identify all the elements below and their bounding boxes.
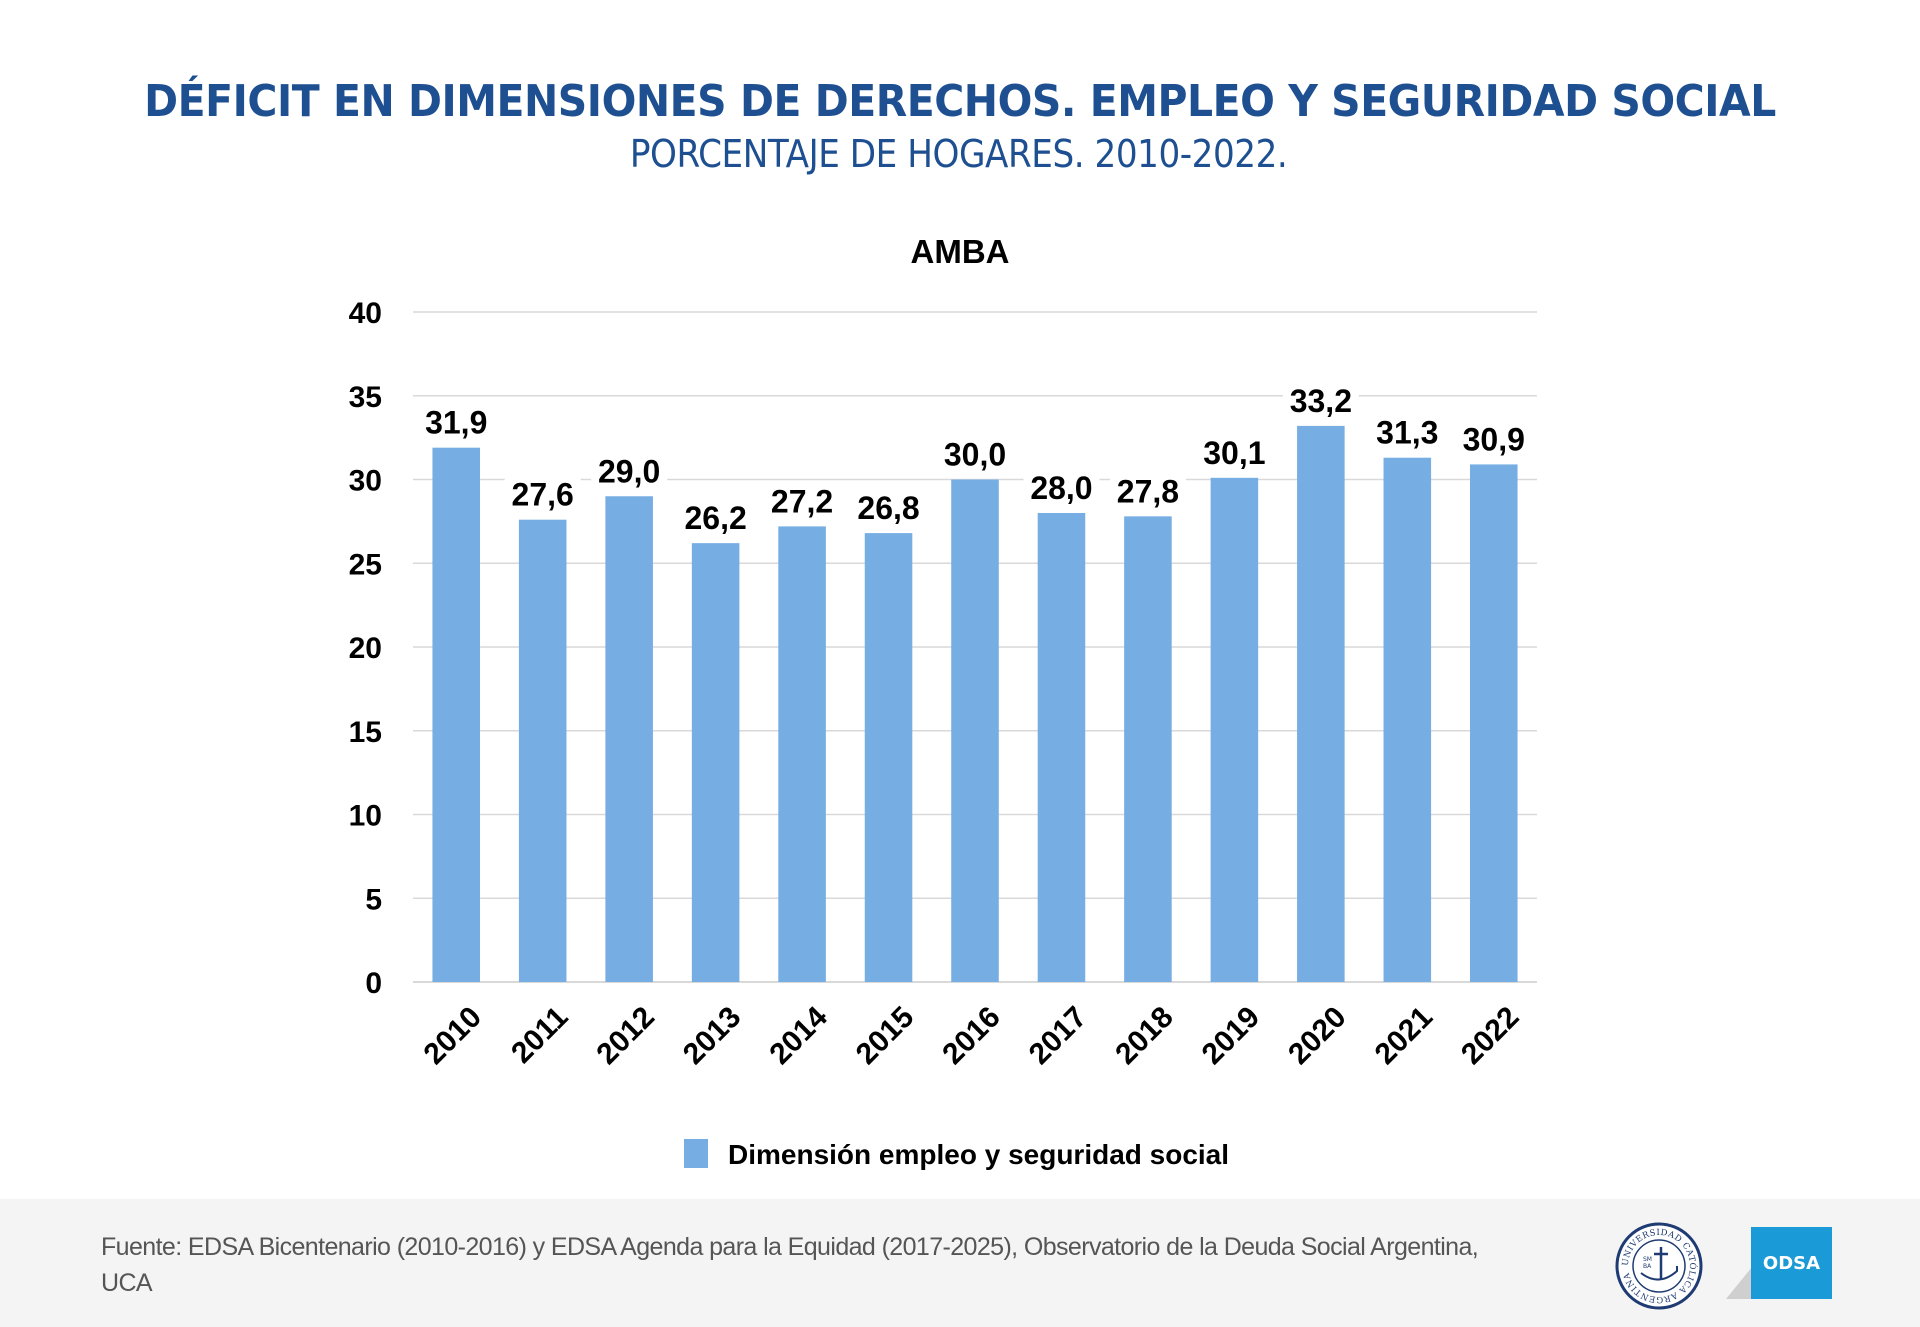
data-label-bg [1369,415,1446,448]
x-tick-label: 2015 [850,1000,921,1071]
data-label: 31,3 [1376,415,1438,451]
data-label-bg [1196,435,1273,468]
page-subtitle: PORCENTAJE DE HOGARES. 2010-2022. [629,132,1288,176]
page-title: DÉFICIT EN DIMENSIONES DE DERECHOS. EMPL… [144,76,1776,127]
bars [432,425,1518,983]
legend-swatch [684,1139,708,1168]
data-label-bg [1023,471,1100,503]
data-label: 31,9 [425,405,487,441]
bar-2016 [951,479,999,982]
data-label-bg [850,491,927,524]
bar-2010 [432,447,481,982]
y-tick-label: 40 [349,297,382,330]
y-tick-label: 25 [349,548,382,581]
bar-2017 [1037,513,1086,982]
uca-inner-text-1: SM [1643,1256,1652,1263]
bar-2018 [1124,516,1172,982]
bar-2021 [1383,457,1432,983]
bar-2012 [605,496,653,982]
data-label: 33,2 [1290,383,1352,419]
odsa-logo-shadow [1726,1267,1752,1299]
y-tick-label: 10 [349,800,382,833]
data-label-bg [418,405,495,438]
data-label-bg [1109,474,1186,507]
chart-title: AMBA [911,233,1010,270]
y-tick-label: 5 [365,883,382,916]
data-label: 27,8 [1117,473,1179,509]
uca-seal-icon: UNIVERSIDAD CATÓLICA ARGENTINA SM BA [1615,1222,1703,1310]
x-tick-label: 2014 [763,1000,834,1071]
x-tick-label: 2010 [417,1000,488,1071]
x-tick-label: 2022 [1455,1000,1526,1071]
x-tick-label: 2011 [505,1000,574,1069]
bar-2014 [778,526,826,982]
bar-2022 [1469,464,1518,982]
data-label-bg [764,484,841,517]
bar-2011 [518,519,567,982]
bar-2013 [691,543,740,982]
y-tick-label: 30 [349,465,382,498]
x-tick-label: 2017 [1023,1000,1094,1071]
legend-label: Dimensión empleo y seguridad social [728,1139,1229,1170]
data-label: 28,0 [1030,470,1092,506]
data-label: 30,9 [1463,421,1525,457]
x-tick-label: 2013 [677,1000,748,1071]
footer: Fuente: EDSA Bicentenario (2010-2016) y … [0,1199,1920,1327]
data-label: 27,6 [512,477,574,513]
data-label-bg [504,477,581,510]
bar-2019 [1210,477,1259,982]
data-label: 26,8 [857,490,919,526]
x-tick-label: 2012 [590,1000,661,1071]
x-axis: 2010 2011 2012 2013 2014 2015 2016 2017 2018 2019… [417,1000,1525,1071]
y-axis: 0 5 10 15 20 25 30 35 40 [349,297,382,1000]
odsa-logo: ODSA [1726,1227,1836,1307]
y-tick-label: 20 [349,632,382,665]
data-label-bg [937,437,1013,470]
data-label: 30,1 [1203,435,1265,471]
y-tick-label: 35 [349,381,382,414]
x-tick-label: 2021 [1369,1000,1440,1071]
source-note: Fuente: EDSA Bicentenario (2010-2016) y … [101,1233,1479,1297]
bar-chart: AMBA 0 5 10 15 20 25 30 35 40 31,9 27,6 29,0 26,2 27… [349,233,1537,1170]
data-label: 30,0 [944,437,1006,473]
legend: Dimensión empleo y seguridad social [684,1139,1229,1170]
x-tick-label: 2020 [1282,1000,1353,1071]
data-labels: 31,9 27,6 29,0 26,2 27,2 26,8 30,0 28,0 27,8 30,1… [418,383,1532,536]
data-label-bg [677,501,754,534]
x-tick-label: 2018 [1109,1000,1180,1071]
x-tick-label: 2016 [936,1000,1007,1071]
y-tick-label: 15 [349,716,382,749]
bar-2020 [1297,425,1345,982]
data-label: 26,2 [684,500,746,536]
bar-2015 [864,533,913,982]
data-label: 27,2 [771,483,833,519]
data-label-bg [591,454,668,487]
data-label-bg [1455,422,1532,455]
data-label-bg [1282,383,1359,416]
x-tick-label: 2019 [1196,1000,1267,1071]
y-tick-label: 0 [365,967,382,1000]
uca-inner-text-2: BA [1643,1263,1652,1270]
data-label: 29,0 [598,453,660,489]
odsa-logo-box: ODSA [1751,1227,1832,1299]
